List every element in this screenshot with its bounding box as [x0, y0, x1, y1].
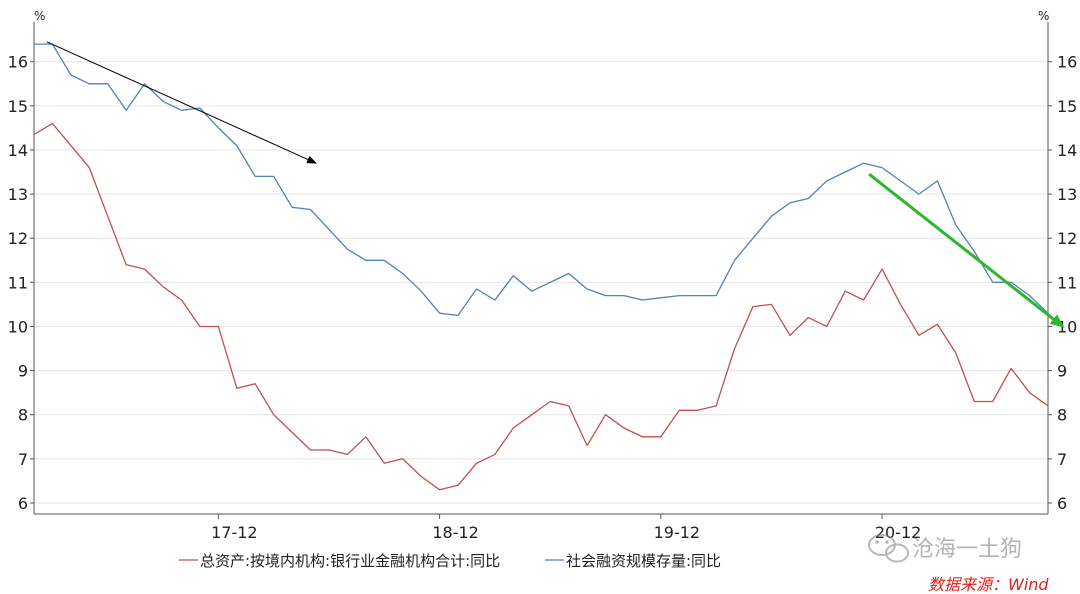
y-tick-label-right: 10: [1057, 317, 1077, 336]
right-axis-unit: %: [1038, 9, 1049, 23]
watermark: 沧海一土狗: [868, 534, 1022, 563]
legend-label-1: 总资产:按境内机构:银行业金融机构合计:同比: [200, 552, 500, 570]
y-tick-label-left: 6: [18, 494, 28, 513]
legend: 总资产:按境内机构:银行业金融机构合计:同比 社会融资规模存量:同比: [179, 552, 721, 570]
y-tick-label-left: 10: [8, 317, 28, 336]
y-tick-label-right: 6: [1057, 494, 1067, 513]
series-line-2: [34, 43, 1049, 317]
x-tick-label: 20-12: [875, 523, 922, 542]
y-tick-label-left: 9: [18, 362, 28, 381]
source-note: 数据来源：Wind: [928, 575, 1049, 594]
annotation-arrows: [46, 41, 1065, 328]
y-tick-label-left: 11: [8, 273, 28, 292]
y-tick-label-right: 16: [1057, 53, 1077, 72]
y-tick-label-right: 7: [1057, 450, 1067, 469]
y-tick-label-left: 7: [18, 450, 28, 469]
gridlines: [30, 61, 1052, 504]
y-tick-label-left: 15: [8, 97, 28, 116]
y-tick-label-left: 14: [8, 141, 28, 160]
x-tick-label: 17-12: [211, 523, 258, 542]
left-axis-unit: %: [34, 9, 45, 23]
black-trend-arrow: [46, 41, 317, 164]
y-tick-label-left: 12: [8, 229, 28, 248]
y-tick-label-right: 8: [1057, 406, 1067, 425]
y-tick-label-left: 8: [18, 406, 28, 425]
y-tick-label-right: 9: [1057, 362, 1067, 381]
x-tick-labels: 17-12 18-12 19-12 20-12: [211, 514, 921, 542]
series-lines: [33, 43, 1049, 491]
y-tick-label-right: 13: [1057, 185, 1077, 204]
y-tick-label-right: 11: [1057, 273, 1077, 292]
green-trend-arrow: [868, 173, 1065, 328]
y-tick-label-left: 13: [8, 185, 28, 204]
y-tick-label-right: 14: [1057, 141, 1077, 160]
wechat-logo-icon: [868, 534, 909, 563]
watermark-text: 沧海一土狗: [912, 537, 1022, 562]
y-tick-label-right: 15: [1057, 97, 1077, 116]
y-tick-label-right: 12: [1057, 229, 1077, 248]
x-tick-label: 18-12: [432, 523, 479, 542]
x-tick-label: 19-12: [654, 523, 701, 542]
y-tick-label-left: 16: [8, 53, 28, 72]
legend-label-2: 社会融资规模存量:同比: [566, 552, 721, 570]
series-line-1: [33, 122, 1049, 491]
